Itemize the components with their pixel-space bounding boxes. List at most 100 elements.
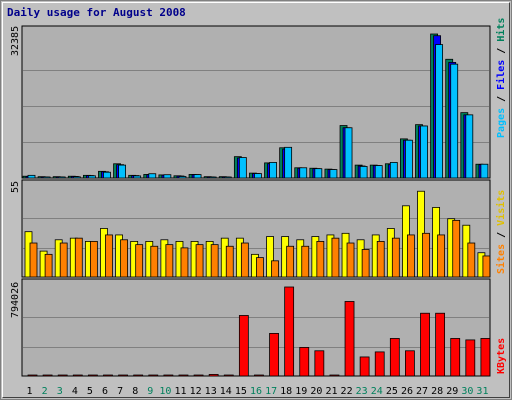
bar-sites-day-20 [316,240,325,278]
bar-kbytes-day-21 [329,374,340,377]
x-tick-day-19: 19 [295,386,307,397]
bar-pages-day-13 [208,176,217,179]
x-tick-day-13: 13 [205,386,217,397]
bar-kbytes-day-19 [299,347,310,377]
x-tick-day-25: 25 [386,386,398,397]
bar-sites-day-29 [452,219,461,278]
bar-pages-day-20 [314,168,323,179]
bar-sites-day-27 [422,232,430,278]
x-tick-day-20: 20 [310,386,322,397]
bar-kbytes-day-3 [57,374,68,377]
x-tick-day-22: 22 [341,386,353,397]
bar-kbytes-day-10 [163,374,174,377]
x-tick-day-12: 12 [190,386,202,397]
bar-pages-day-17 [269,162,277,179]
bar-kbytes-day-6 [103,374,113,377]
bar-kbytes-day-4 [72,374,83,377]
bar-pages-day-9 [148,173,157,179]
bar-kbytes-day-9 [148,374,159,377]
legend-sites: Sites [495,244,507,274]
x-tick-day-31: 31 [476,386,488,397]
bar-pages-day-25 [389,162,398,179]
bar-sites-day-4 [74,237,83,278]
bar-sites-day-11 [180,247,189,278]
panel-visits-sites: 55 Sites / Visits [10,179,507,278]
bar-sites-day-19 [301,245,310,278]
x-tick-day-24: 24 [371,386,383,397]
bar-kbytes-day-25 [389,338,400,377]
bar-kbytes-day-8 [133,374,144,377]
bar-sites-day-22 [346,242,355,278]
bar-kbytes-day-15 [238,315,249,377]
x-tick-day-14: 14 [220,386,232,397]
bar-pages-day-27 [420,125,428,179]
bar-kbytes-day-27 [420,312,430,377]
bar-kbytes-day-13 [208,374,219,377]
bar-sites-day-7 [120,239,128,278]
bar-pages-day-28 [435,44,444,179]
bar-pages-day-22 [344,127,353,179]
bar-pages-day-29 [450,63,459,179]
bar-pages-day-3 [57,176,66,179]
legend-hits-files-pages: Pages / Files / Hits [495,18,507,138]
bar-pages-day-6 [103,171,111,179]
bar-pages-day-26 [405,139,413,179]
bar-visits-day-17 [266,236,274,278]
bar-kbytes-day-22 [344,301,355,377]
bar-sites-day-31 [482,255,491,278]
bar-kbytes-day-29 [450,338,461,377]
bar-pages-day-1 [27,174,36,179]
bar-kbytes-day-30 [465,339,476,377]
bar-pages-day-12 [193,174,202,179]
x-tick-day-15: 15 [235,386,247,397]
x-tick-day-29: 29 [446,386,458,397]
bar-sites-day-12 [195,244,204,278]
bar-sites-day-24 [376,240,385,278]
bar-kbytes-day-24 [374,351,385,377]
bar-sites-day-16 [256,257,264,278]
bar-kbytes-day-26 [405,350,415,377]
x-tick-day-28: 28 [431,386,443,397]
bar-sites-day-23 [361,249,370,278]
x-tick-day-27: 27 [416,386,428,397]
bar-kbytes-day-12 [193,374,204,377]
x-tick-day-18: 18 [280,386,292,397]
legend-kbytes: KBytes [496,338,507,374]
bar-sites-day-15 [240,242,249,278]
x-tick-day-17: 17 [265,386,277,397]
bar-sites-day-10 [165,244,174,278]
bar-pages-day-23 [359,166,368,179]
x-tick-day-26: 26 [401,386,413,397]
bar-pages-day-7 [118,164,126,179]
legend-hits: Hits [495,18,507,42]
bar-pages-day-19 [299,167,308,179]
x-tick-day-3: 3 [57,386,63,397]
bar-sites-day-21 [331,237,340,278]
bar-kbytes-day-31 [480,338,491,377]
legend-visits-sites: Sites / Visits [495,190,507,274]
legend-pages: Pages [496,108,507,138]
legend-visits: Visits [495,190,507,226]
bar-pages-day-31 [480,163,489,179]
bar-sites-day-6 [105,234,113,278]
bar-pages-day-4 [72,176,81,179]
bar-sites-day-8 [135,244,144,278]
x-tick-day-11: 11 [174,386,186,397]
bar-sites-day-28 [437,234,446,278]
bar-kbytes-day-1 [27,374,38,377]
ymax-label-hits: 32385 [10,26,21,56]
bar-pages-day-16 [254,173,262,179]
x-tick-day-5: 5 [87,386,93,397]
bar-pages-day-11 [178,176,187,179]
bar-sites-day-18 [286,245,295,278]
bar-sites-day-17 [271,260,279,278]
bar-sites-day-3 [59,242,68,278]
bar-pages-day-15 [238,157,247,179]
legend-files: Files [495,60,507,90]
bar-sites-day-2 [44,253,53,278]
bar-kbytes-day-14 [223,374,234,377]
x-tick-day-7: 7 [117,386,123,397]
bar-kbytes-day-17 [269,333,279,377]
bar-kbytes-day-18 [284,286,295,377]
ymax-label-kbytes: 794026 [10,282,21,318]
